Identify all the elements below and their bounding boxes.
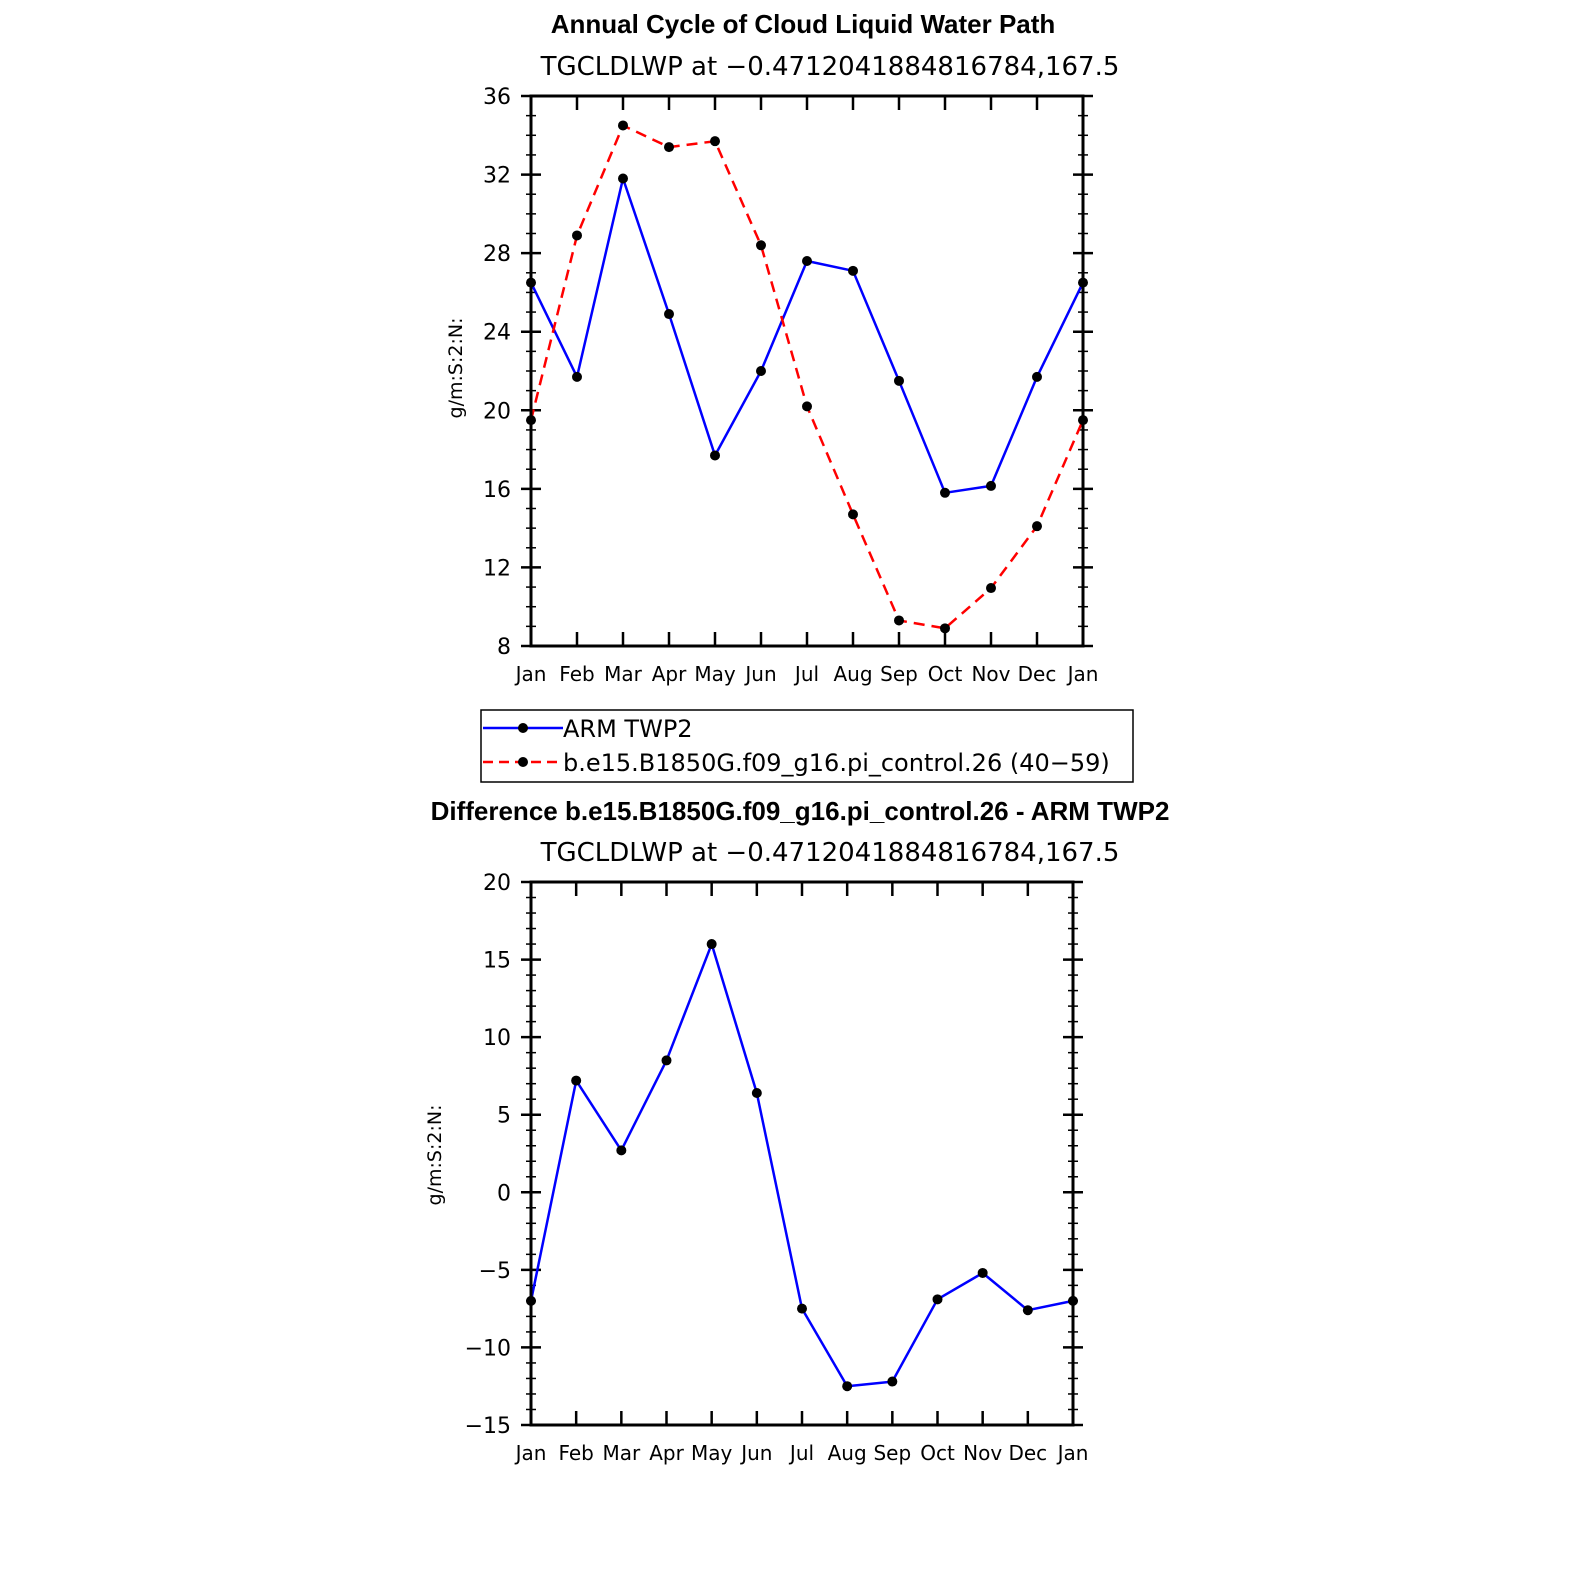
x-tick-label: Jun [743, 662, 776, 686]
series-layer [526, 939, 1078, 1392]
y-tick-label: 20 [483, 871, 511, 896]
y-tick-label: 20 [483, 399, 511, 424]
y-tick-label: 36 [483, 85, 511, 110]
data-point [802, 401, 812, 412]
data-point [710, 450, 720, 461]
x-tick-label: Jan [1056, 1441, 1089, 1465]
data-point [756, 366, 766, 376]
y-tick-label: 10 [483, 1026, 511, 1051]
data-point [977, 1267, 988, 1278]
x-tick-label: Jun [739, 1441, 772, 1465]
y-tick-label: −5 [479, 1259, 511, 1284]
data-point [1022, 1305, 1033, 1316]
data-point [661, 1055, 672, 1066]
x-tick-label: Oct [928, 662, 963, 686]
y-tick-label: 28 [483, 242, 511, 267]
series-layer [526, 120, 1088, 634]
x-tick-label: Dec [1008, 1441, 1047, 1465]
chart-subtitle: TGCLDLWP at −0.4712041884816784,167.5 [540, 838, 1120, 868]
x-tick-label: Apr [649, 1441, 684, 1465]
plot-frame [529, 94, 1085, 648]
data-point [797, 1303, 807, 1314]
x-tick-label: Aug [833, 662, 872, 686]
chart-subtitle: TGCLDLWP at −0.4712041884816784,167.5 [540, 52, 1120, 82]
data-point [664, 309, 674, 320]
data-point [710, 136, 720, 147]
x-tick-label: Jan [1066, 662, 1099, 686]
legend-marker-model [518, 757, 528, 767]
x-tick-label: Oct [920, 1441, 955, 1465]
data-point [848, 509, 858, 520]
y-tick-label: 8 [497, 635, 511, 660]
x-tick-label: Mar [604, 662, 643, 686]
tick-layer: Jan Feb Mar Apr May Jun Jul Aug Sep Oct Nov Dec Jan−… [465, 871, 1089, 1465]
x-tick-label: Jul [788, 1441, 814, 1465]
y-tick-label: 5 [497, 1104, 511, 1129]
y-tick-label: 16 [483, 478, 511, 503]
data-point [802, 256, 812, 266]
x-tick-label: Nov [963, 1441, 1002, 1465]
y-tick-label: 32 [483, 164, 511, 189]
data-point [664, 142, 674, 153]
annual-cycle-chart: Annual Cycle of Cloud Liquid Water Path … [445, 9, 1119, 686]
chart-title: Difference b.e15.B1850G.f09_g16.pi_contr… [431, 796, 1170, 826]
data-point [894, 615, 904, 626]
x-tick-label: Nov [971, 662, 1010, 686]
data-point [618, 120, 628, 131]
legend-label-arm: ARM TWP2 [563, 715, 693, 743]
y-tick-label: 15 [483, 949, 511, 974]
x-tick-label: Sep [880, 662, 918, 686]
data-point [618, 173, 628, 184]
x-tick-label: Mar [602, 1441, 641, 1465]
x-tick-label: Feb [558, 1441, 593, 1465]
data-point [940, 487, 950, 498]
x-tick-label: Feb [559, 662, 594, 686]
difference-chart: Difference b.e15.B1850G.f09_g16.pi_contr… [424, 796, 1169, 1465]
data-point [572, 371, 582, 382]
plot-frame [529, 880, 1075, 1427]
x-tick-label: May [694, 662, 736, 686]
data-point [986, 583, 996, 594]
series-line [529, 177, 1085, 495]
x-tick-label: Jan [514, 662, 547, 686]
x-tick-label: Jul [793, 662, 819, 686]
data-point [894, 375, 904, 386]
chart-title: Annual Cycle of Cloud Liquid Water Path [551, 9, 1056, 39]
data-point [887, 1376, 898, 1387]
data-point [571, 1075, 582, 1086]
data-point [1032, 371, 1042, 382]
x-tick-label: Dec [1018, 662, 1057, 686]
y-axis-label: g/m:S:2:N: [424, 1105, 446, 1206]
data-point [1032, 521, 1042, 532]
data-point [842, 1381, 853, 1392]
y-axis-label: g/m:S:2:N: [445, 318, 467, 419]
data-point [572, 230, 582, 241]
series-line [529, 124, 1085, 630]
legend: ARM TWP2 b.e15.B1850G.f09_g16.pi_control… [480, 709, 1134, 783]
legend-label-model: b.e15.B1850G.f09_g16.pi_control.26 (40−5… [563, 749, 1110, 777]
data-point [756, 240, 766, 251]
x-tick-label: Sep [873, 1441, 911, 1465]
x-tick-label: Apr [652, 662, 687, 686]
y-tick-label: 12 [483, 556, 511, 581]
data-point [616, 1145, 627, 1156]
data-point [706, 939, 717, 950]
y-tick-label: −15 [465, 1414, 511, 1439]
data-point [986, 480, 996, 491]
x-tick-label: Jan [514, 1441, 547, 1465]
tick-layer: Jan Feb Mar Apr May Jun Jul Aug Sep Oct Nov Dec Jan8… [483, 85, 1098, 686]
data-point [932, 1294, 943, 1305]
legend-marker-arm [518, 723, 528, 733]
series-line [529, 942, 1074, 1388]
data-point [848, 265, 858, 276]
y-tick-label: −10 [465, 1336, 511, 1361]
y-tick-label: 24 [483, 321, 511, 346]
x-tick-label: May [691, 1441, 733, 1465]
y-tick-label: 0 [497, 1181, 511, 1206]
data-point [751, 1087, 762, 1098]
data-point [940, 623, 950, 634]
legend-box [480, 709, 1134, 783]
x-tick-label: Aug [828, 1441, 867, 1465]
